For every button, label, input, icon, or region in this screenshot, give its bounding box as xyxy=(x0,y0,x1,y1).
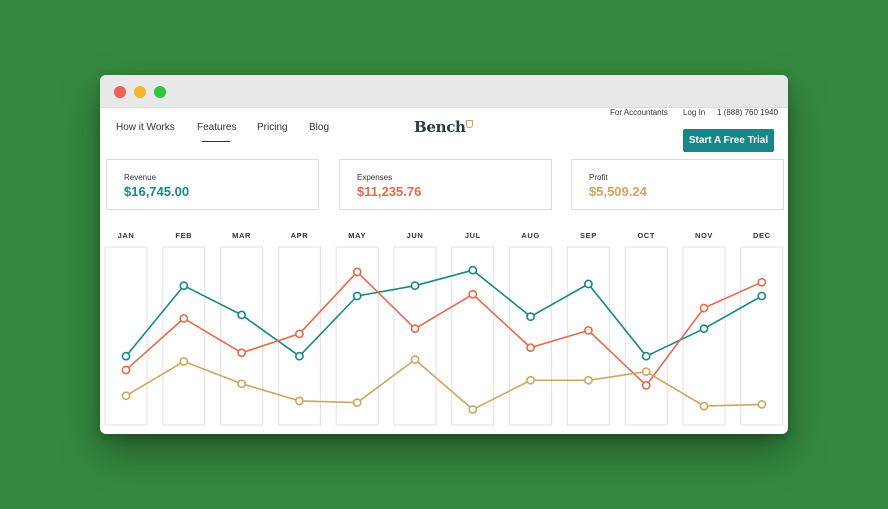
logo-badge-icon xyxy=(466,120,473,128)
month-column xyxy=(740,246,784,426)
profit-data-point xyxy=(410,355,420,365)
x-tick-label: NOV xyxy=(695,231,713,240)
x-tick-label: AUG xyxy=(521,231,539,240)
for-accountants-link[interactable]: For Accountants xyxy=(610,108,668,117)
revenue-data-point xyxy=(410,281,420,291)
revenue-data-point xyxy=(526,312,535,322)
login-link[interactable]: Log In xyxy=(683,108,706,117)
expenses-data-point xyxy=(583,326,593,335)
nav-blog[interactable]: Blog xyxy=(309,122,330,133)
minimize-window-button[interactable] xyxy=(134,86,146,98)
month-column xyxy=(566,246,610,426)
x-tick-label: OCT xyxy=(637,231,655,240)
profit-data-point xyxy=(468,405,478,414)
x-tick-label: JAN xyxy=(118,231,135,240)
revenue-data-point xyxy=(121,351,131,361)
month-column xyxy=(162,246,206,426)
month-column xyxy=(451,246,495,426)
nav-pricing[interactable]: Pricing xyxy=(257,122,288,133)
x-tick-label: SEP xyxy=(580,231,597,240)
revenue-data-point xyxy=(294,351,304,361)
start-free-trial-button[interactable]: Start A Free Trial xyxy=(683,129,774,152)
revenue-series-line xyxy=(125,269,763,357)
x-tick-label: JUN xyxy=(407,231,424,240)
phone-number[interactable]: 1 (888) 760 1940 xyxy=(717,108,778,117)
profit-data-point xyxy=(294,396,304,406)
profit-series-line xyxy=(125,358,762,411)
nav-how-it-works[interactable]: How it Works xyxy=(116,122,175,133)
revenue-value: $16,745.00 xyxy=(124,184,190,199)
x-tick-label: MAR xyxy=(232,231,251,240)
revenue-data-point xyxy=(352,291,362,301)
nav-features[interactable]: Features xyxy=(197,122,237,133)
expenses-data-point xyxy=(352,267,362,277)
close-window-button[interactable] xyxy=(114,86,126,98)
expenses-data-point xyxy=(757,277,767,287)
revenue-data-point xyxy=(641,351,651,361)
expenses-data-point xyxy=(179,313,189,323)
expenses-data-point xyxy=(526,343,535,352)
expenses-label: Expenses xyxy=(357,173,393,182)
profit-data-point xyxy=(641,367,651,377)
expenses-data-point xyxy=(468,289,478,299)
x-tick-label: MAY xyxy=(348,231,366,240)
expenses-data-point xyxy=(699,303,709,313)
month-column xyxy=(220,246,264,426)
expenses-data-point xyxy=(121,365,131,375)
month-column xyxy=(509,246,553,426)
expenses-card: Expenses $11,235.76 xyxy=(339,159,552,210)
revenue-data-point xyxy=(699,324,709,334)
x-tick-label: FEB xyxy=(175,231,192,240)
expenses-value: $11,235.76 xyxy=(357,184,422,199)
revenue-card: Revenue $16,745.00 xyxy=(106,159,319,210)
active-nav-underline xyxy=(202,141,230,142)
profit-data-point xyxy=(237,379,246,389)
profit-data-point xyxy=(179,356,189,366)
profit-data-point xyxy=(352,398,362,408)
revenue-data-point xyxy=(179,281,189,291)
x-tick-label: DEC xyxy=(753,231,771,240)
profit-label: Profit xyxy=(589,173,608,182)
profit-card: Profit $5,509.24 xyxy=(571,159,784,210)
profit-data-point xyxy=(526,375,535,385)
revenue-data-point xyxy=(237,310,246,320)
revenue-data-point xyxy=(468,265,478,275)
x-tick-label: JUL xyxy=(465,231,481,240)
title-bar xyxy=(100,75,788,108)
month-column xyxy=(624,246,668,426)
revenue-data-point xyxy=(583,279,593,289)
expenses-data-point xyxy=(410,324,420,334)
profit-data-point xyxy=(757,399,767,409)
expenses-data-point xyxy=(294,329,304,339)
month-column xyxy=(335,246,379,426)
revenue-label: Revenue xyxy=(124,173,157,182)
expenses-data-point xyxy=(237,348,246,358)
maximize-window-button[interactable] xyxy=(154,86,166,98)
profit-data-point xyxy=(583,375,593,385)
month-column xyxy=(393,246,437,426)
x-tick-label: APR xyxy=(291,231,309,240)
expenses-data-point xyxy=(641,381,651,390)
profit-data-point xyxy=(121,391,131,401)
profit-value: $5,509.24 xyxy=(589,184,647,199)
profit-data-point xyxy=(699,401,709,411)
expenses-series-line xyxy=(125,271,763,387)
monthly-line-chart: JAN FEB MAR APR MAY JUN JUL AUG SEP OCT NOV DEC xyxy=(104,231,784,426)
revenue-data-point xyxy=(757,291,767,301)
browser-window: How it Works Features Pricing Blog Bench… xyxy=(100,75,788,434)
bench-logo[interactable]: Bench xyxy=(414,118,466,136)
